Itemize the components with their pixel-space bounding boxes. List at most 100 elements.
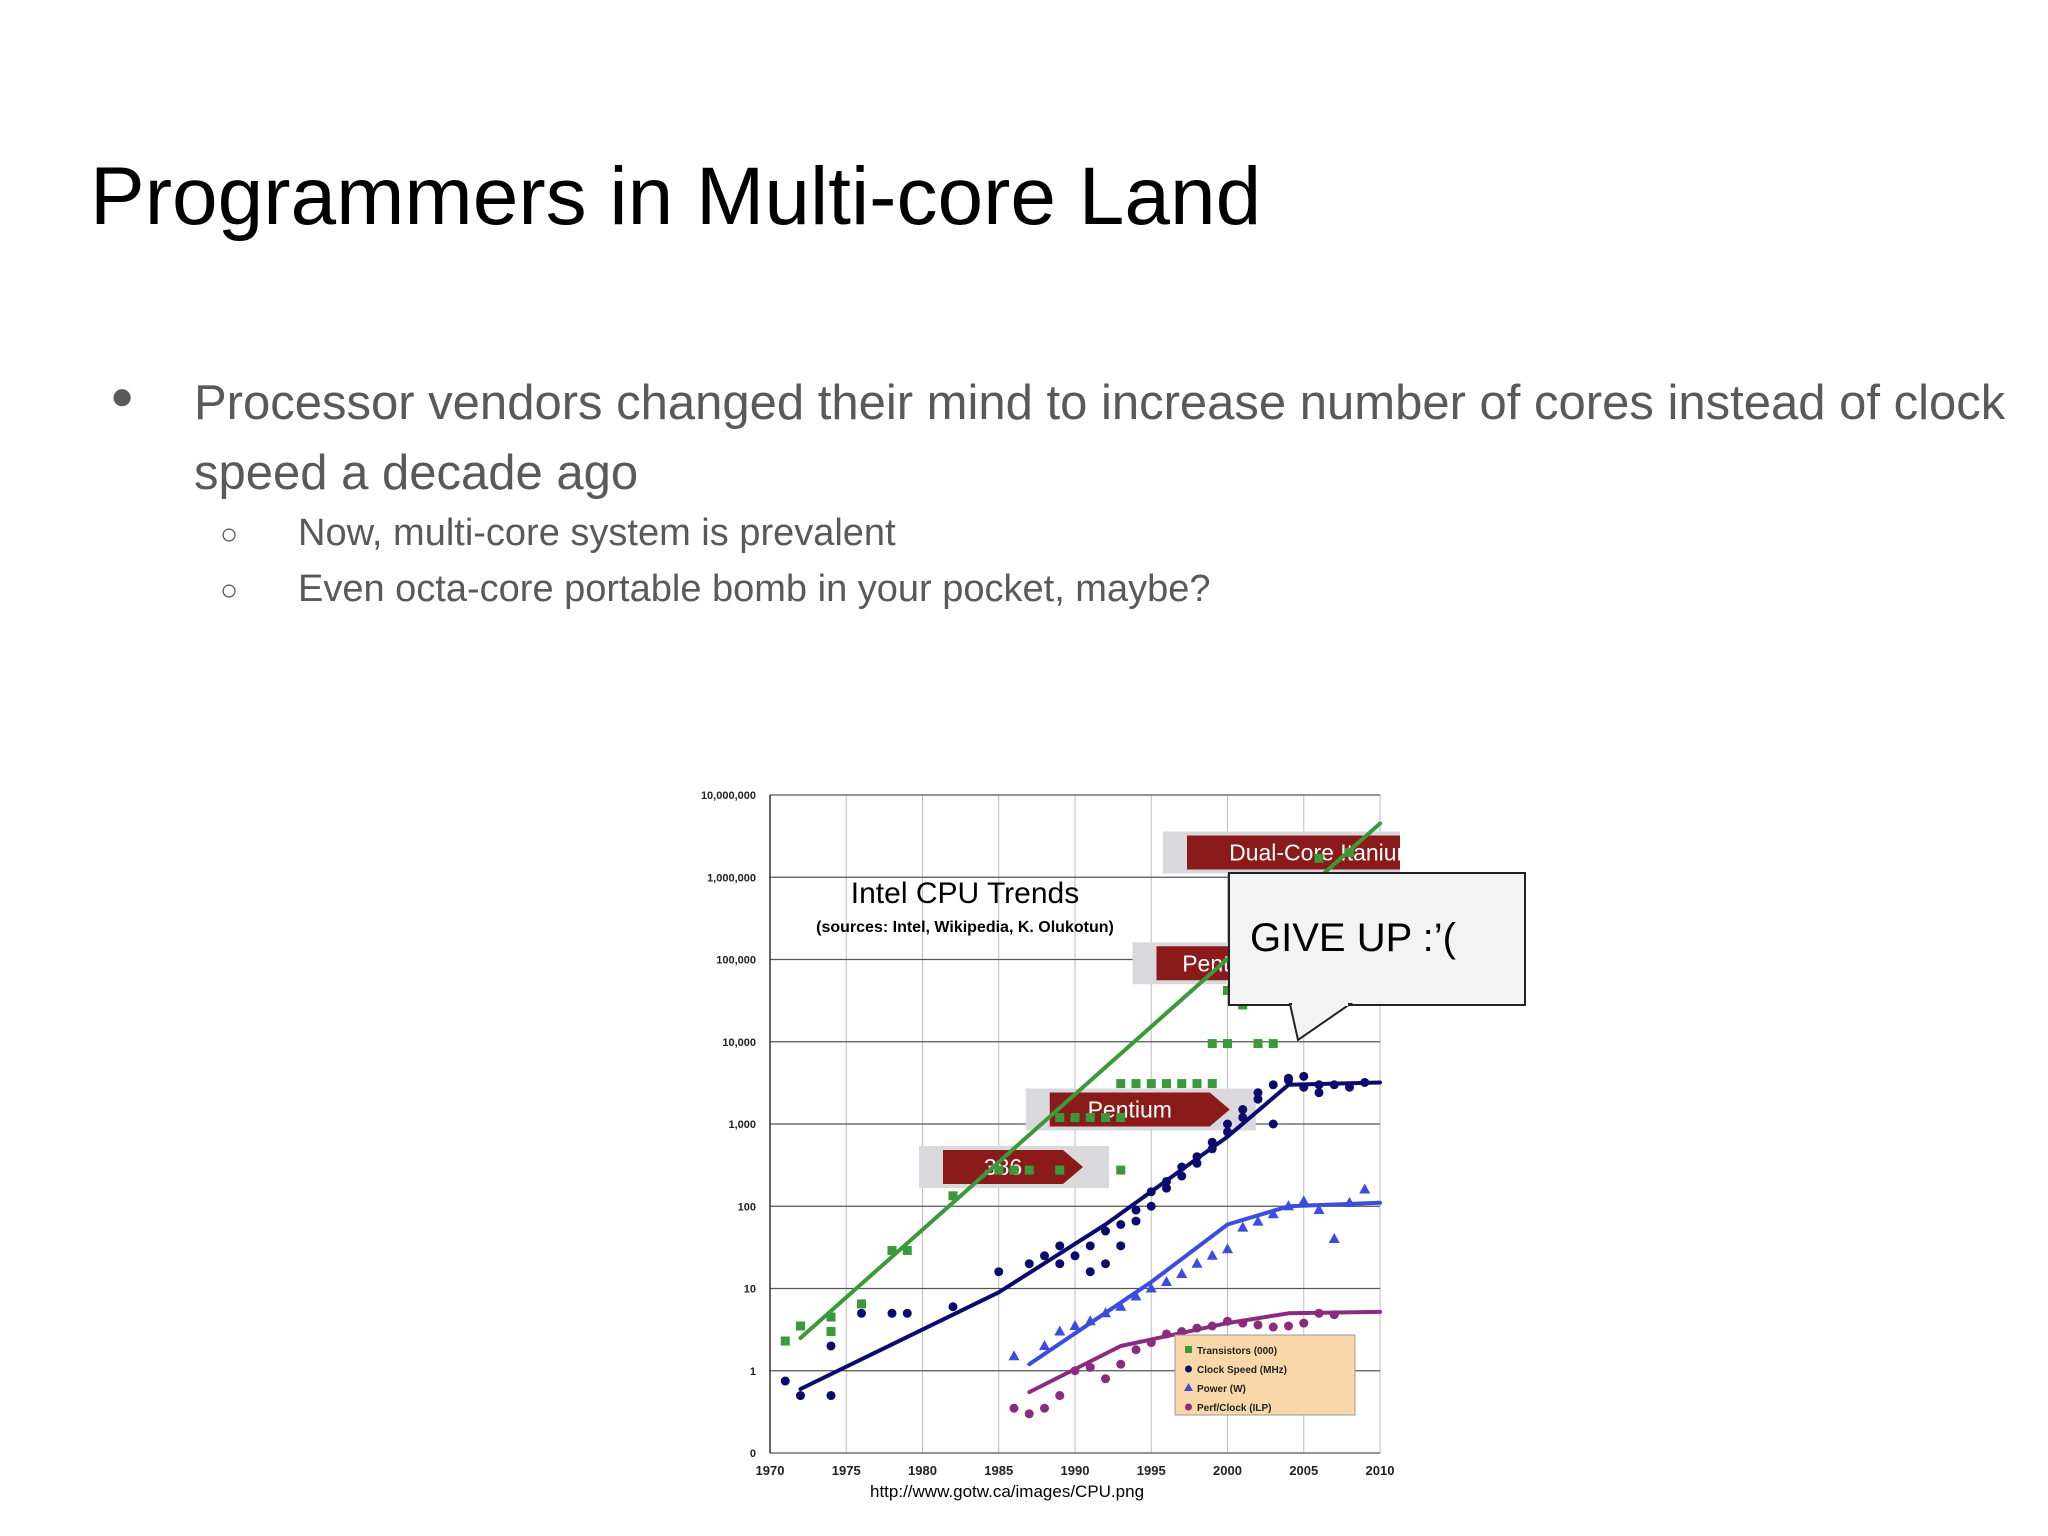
y-tick-label: 10,000 <box>722 1037 756 1049</box>
data-point-circle <box>1055 1241 1065 1251</box>
y-tick-label: 100 <box>738 1201 756 1213</box>
sub-bullet-marker: ○ <box>220 518 239 551</box>
data-point-square <box>1101 1112 1110 1122</box>
x-tick-label: 1980 <box>908 1463 937 1478</box>
data-point-triangle <box>1283 1200 1294 1211</box>
data-point-triangle <box>1069 1320 1081 1331</box>
chart-title: Intel CPU Trends <box>851 877 1079 910</box>
chart-subtitle: (sources: Intel, Wikipedia, K. Olukotun) <box>816 919 1114 936</box>
x-tick-label: 1970 <box>756 1463 785 1478</box>
y-tick-label: 1,000,000 <box>707 872 756 884</box>
data-point-circle <box>1101 1374 1110 1384</box>
series-perf-clock-ilp- <box>1009 1308 1382 1419</box>
give-up-callout: GIVE UP :’( <box>1228 872 1526 1042</box>
banner-label: Pentium <box>1088 1097 1172 1123</box>
y-tick-label: 1 <box>750 1366 756 1378</box>
data-point-square <box>1253 1039 1263 1049</box>
data-point-square <box>994 1165 1004 1175</box>
data-point-circle <box>1177 1162 1187 1172</box>
legend-label: Clock Speed (MHz) <box>1197 1365 1287 1376</box>
data-point-square <box>1223 1039 1232 1049</box>
data-point-circle <box>1207 1321 1217 1331</box>
data-point-circle <box>1299 1082 1309 1092</box>
data-point-circle <box>826 1341 836 1351</box>
data-point-circle <box>1329 1080 1339 1090</box>
data-point-square <box>826 1327 836 1337</box>
data-point-triangle <box>1176 1268 1188 1279</box>
data-point-triangle <box>1298 1195 1310 1206</box>
data-point-triangle <box>1084 1315 1096 1326</box>
data-point-square <box>902 1245 912 1255</box>
data-point-circle <box>1040 1251 1049 1261</box>
data-point-circle <box>1040 1403 1049 1413</box>
data-point-circle <box>1024 1409 1034 1419</box>
x-tick-label: 2010 <box>1366 1463 1395 1478</box>
data-point-triangle <box>1206 1249 1218 1260</box>
data-point-circle <box>1223 1316 1232 1326</box>
data-point-circle <box>1314 1088 1324 1098</box>
data-point-circle <box>1055 1259 1065 1269</box>
data-point-circle <box>1101 1259 1110 1269</box>
data-point-square <box>796 1321 805 1331</box>
data-point-circle <box>1146 1187 1156 1197</box>
data-point-circle <box>1131 1345 1141 1355</box>
data-point-triangle <box>1328 1232 1340 1243</box>
data-point-square <box>1116 1079 1126 1089</box>
data-point-square <box>1116 1165 1126 1175</box>
sub-bullet-marker: ○ <box>220 574 239 607</box>
data-point-circle <box>857 1308 866 1318</box>
data-point-circle <box>902 1308 912 1318</box>
data-point-square <box>857 1299 866 1309</box>
data-point-triangle <box>1359 1183 1371 1194</box>
data-point-circle <box>1192 1152 1202 1162</box>
data-point-circle <box>1253 1320 1263 1330</box>
x-tick-label: 1990 <box>1061 1463 1090 1478</box>
data-point-circle <box>1207 1144 1217 1154</box>
data-point-circle <box>1177 1171 1187 1181</box>
data-point-circle <box>1284 1321 1293 1331</box>
data-point-triangle <box>1115 1300 1127 1311</box>
sub-bullet-2: Even octa-core portable bomb in your poc… <box>298 568 1211 610</box>
series-clock-speed-mhz- <box>780 1071 1382 1401</box>
data-point-circle <box>1116 1359 1126 1369</box>
data-point-triangle <box>1161 1275 1172 1286</box>
callout-tail <box>1288 1002 1354 1042</box>
slide-title: Programmers in Multi-core Land <box>90 151 1262 242</box>
data-point-circle <box>1238 1105 1248 1115</box>
x-tick-label: 1995 <box>1137 1463 1166 1478</box>
data-point-circle <box>1009 1403 1019 1413</box>
data-point-triangle <box>1039 1339 1050 1350</box>
y-tick-label: 10,000,000 <box>701 790 756 802</box>
data-point-circle <box>1284 1073 1293 1083</box>
image-source-link[interactable]: http://www.gotw.ca/images/CPU.png <box>870 1482 1145 1501</box>
data-point-circle <box>1299 1318 1309 1328</box>
data-point-square <box>1162 1079 1171 1089</box>
legend-marker <box>1184 1383 1193 1391</box>
data-point-square <box>887 1245 897 1255</box>
data-point-triangle <box>1313 1204 1325 1215</box>
data-point-circle <box>1192 1323 1202 1333</box>
data-point-circle <box>1085 1267 1095 1277</box>
data-point-circle <box>1162 1183 1171 1193</box>
data-point-circle <box>1253 1088 1263 1098</box>
data-point-circle <box>826 1391 836 1401</box>
data-point-triangle <box>1344 1196 1355 1207</box>
data-point-circle <box>1207 1137 1217 1147</box>
data-point-triangle <box>1054 1325 1066 1336</box>
legend-label: Power (W) <box>1197 1384 1246 1395</box>
bullet-main-text: Processor vendors changed their mind to … <box>194 376 2006 500</box>
data-point-square <box>948 1191 958 1201</box>
x-tick-label: 1985 <box>984 1463 1013 1478</box>
y-tick-label: 10 <box>744 1284 756 1296</box>
data-point-square <box>1024 1165 1034 1175</box>
data-point-circle <box>1024 1259 1034 1269</box>
data-point-circle <box>1268 1119 1278 1129</box>
data-point-circle <box>1146 1201 1156 1211</box>
data-point-square <box>1055 1112 1065 1122</box>
data-point-square <box>1131 1079 1141 1089</box>
data-point-circle <box>1116 1219 1126 1229</box>
legend-label: Perf/Clock (ILP) <box>1197 1403 1271 1414</box>
data-point-triangle <box>1191 1257 1203 1268</box>
bullet-marker: ● <box>110 374 135 418</box>
data-point-triangle <box>1237 1221 1249 1232</box>
